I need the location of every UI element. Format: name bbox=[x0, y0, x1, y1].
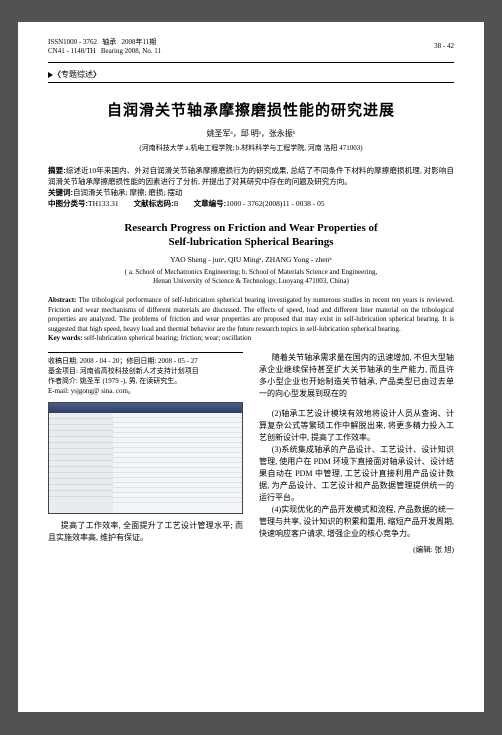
abstract-english: Abstract: The tribological performance o… bbox=[48, 296, 454, 344]
affil-en-line1: ( a. School of Mechatronics Engineering;… bbox=[125, 268, 378, 276]
left-tail-text: 提高了工作效率, 全面提升了工艺设计管理水平; 而且实施效率高, 维护有保证。 bbox=[48, 520, 243, 544]
embedded-screenshot bbox=[48, 402, 243, 514]
header-rule bbox=[48, 62, 454, 63]
section-label: 专题综述 bbox=[61, 70, 93, 79]
article-number: 1000 - 3762(2008)11 - 0038 - 05 bbox=[226, 199, 324, 208]
article-meta: 收稿日期: 2008 - 04 - 20；修回日期: 2008 - 05 - 2… bbox=[48, 352, 243, 396]
keywords-cn: 自润滑关节轴承; 摩擦; 磨损; 摆动 bbox=[73, 188, 182, 197]
screenshot-list-pane bbox=[113, 413, 242, 513]
title-english: Research Progress on Friction and Wear P… bbox=[48, 221, 454, 249]
class-label: 中图分类号: bbox=[48, 199, 88, 208]
issue-cn: 2008年11期 bbox=[122, 38, 157, 46]
section-tag: 〈专题综述〉 bbox=[48, 69, 454, 80]
class-code: TH133.31 bbox=[88, 199, 119, 208]
abstract-label-cn: 摘要: bbox=[48, 166, 66, 175]
authors-english: YAO Sheng - junᵃ, QIU Mingᵃ, ZHANG Yong … bbox=[48, 255, 454, 264]
body-columns: 收稿日期: 2008 - 04 - 20；修回日期: 2008 - 05 - 2… bbox=[48, 352, 454, 555]
author-email: E-mail: ysjgong@ sina. com。 bbox=[48, 386, 243, 396]
abstract-text-cn: 综述近10年来国内、外对自润滑关节轴承摩擦磨损行为的研究成果, 总结了不同条件下… bbox=[48, 166, 454, 186]
keywords-en: self-lubrication spherical bearing; fric… bbox=[84, 334, 251, 342]
doc-code: B bbox=[174, 199, 179, 208]
issn: ISSN1000 - 3762 bbox=[48, 38, 97, 46]
screenshot-titlebar bbox=[49, 403, 242, 413]
point-3: (3)系统集成轴承的产品设计、工艺设计、设计知识管理, 使用户在 PDM 环境下… bbox=[259, 444, 454, 504]
point-2: (2)轴承工艺设计模块有效地将设计人员从查询、计算复杂公式等繁琐工作中解脱出来,… bbox=[259, 408, 454, 444]
page: ISSN1000 - 3762 轴承 2008年11期 CN41 - 1148/… bbox=[18, 22, 484, 712]
title-chinese: 自润滑关节轴承摩擦磨损性能的研究进展 bbox=[48, 99, 454, 120]
right-column: 随着关节轴承需求量在国内的迅速增加, 不但大型轴承企业继续保持甚至扩大关节轴承的… bbox=[259, 352, 454, 555]
title-en-line1: Research Progress on Friction and Wear P… bbox=[124, 222, 377, 234]
abstract-text-en: The tribological performance of self-lub… bbox=[48, 296, 454, 333]
header-left: ISSN1000 - 3762 轴承 2008年11期 CN41 - 1148/… bbox=[48, 38, 161, 56]
title-en-line2: Self-lubrication Spherical Bearings bbox=[169, 236, 334, 248]
article-label: 文章编号: bbox=[194, 199, 227, 208]
affiliation-chinese: (河南科技大学 a.机电工程学院; b.材料科学与工程学院, 河南 洛阳 471… bbox=[48, 143, 454, 153]
authors-chinese: 姚圣军ᵃ，邱 明ᵃ，张永振ᵇ bbox=[48, 128, 454, 139]
received-date: 收稿日期: 2008 - 04 - 20；修回日期: 2008 - 05 - 2… bbox=[48, 356, 243, 366]
abstract-label-en: Abstract: bbox=[48, 296, 76, 304]
affil-en-line2: Henan University of Science & Technology… bbox=[153, 277, 349, 285]
editor-credit: (编辑: 张 旭) bbox=[259, 544, 454, 555]
journal-cn: 轴承 bbox=[102, 38, 116, 46]
abstract-chinese: 摘要:综述近10年来国内、外对自润滑关节轴承摩擦磨损行为的研究成果, 总结了不同… bbox=[48, 165, 454, 209]
screenshot-tree-pane bbox=[49, 413, 113, 513]
keywords-label-cn: 关键词: bbox=[48, 188, 73, 197]
page-range: 38 - 42 bbox=[434, 42, 454, 50]
left-column: 收稿日期: 2008 - 04 - 20；修回日期: 2008 - 05 - 2… bbox=[48, 352, 243, 544]
point-4: (4)实现优化的产品开发模式和流程, 产品数据的统一管理与共享, 设计知识的积累… bbox=[259, 504, 454, 540]
header: ISSN1000 - 3762 轴承 2008年11期 CN41 - 1148/… bbox=[48, 38, 454, 58]
tag-rule bbox=[48, 82, 454, 83]
cn-code: CN41 - 1148/TH bbox=[48, 47, 96, 55]
keywords-label-en: Key words: bbox=[48, 334, 82, 342]
journal-en: Bearing 2008, No. 11 bbox=[101, 47, 161, 55]
fund-info: 基金项目: 河南省高校科技创新人才支持计划项目 bbox=[48, 366, 243, 376]
intro-paragraph: 随着关节轴承需求量在国内的迅速增加, 不但大型轴承企业继续保持甚至扩大关节轴承的… bbox=[259, 352, 454, 400]
doc-label: 文献标志码: bbox=[134, 199, 174, 208]
author-bio: 作者简介: 姚圣军 (1979 -), 男, 在读研究生。 bbox=[48, 376, 243, 386]
affiliation-english: ( a. School of Mechatronics Engineering;… bbox=[48, 268, 454, 286]
